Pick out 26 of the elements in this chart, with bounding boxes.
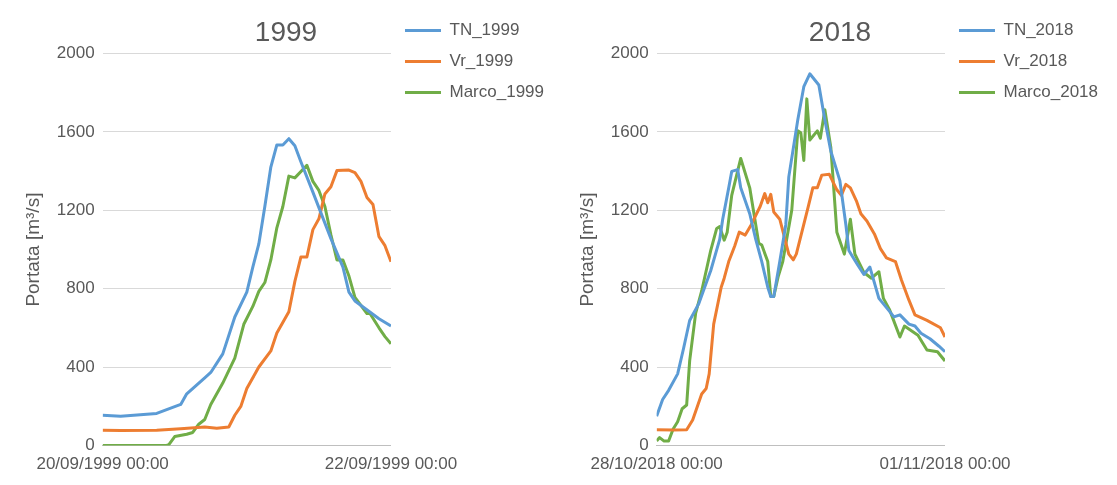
y-tick-label: 2000 (56, 43, 95, 63)
legend-label: TN_2018 (1003, 20, 1074, 40)
y-tick-label: 800 (620, 278, 649, 298)
y-axis-title: Portata [m³/s] (21, 192, 43, 307)
y-tick-label: 800 (66, 278, 95, 298)
y-tick-label: 1600 (56, 121, 95, 141)
chart-title: 1999 (254, 15, 318, 47)
y-tick-label: 1200 (56, 200, 95, 220)
x-tick-label: 28/10/2018 00:00 (590, 454, 723, 474)
legend-label: Vr_1999 (449, 51, 514, 71)
chart-title: 2018 (808, 15, 872, 47)
y-tick-label: 400 (620, 356, 649, 376)
y-tick-label: 0 (639, 435, 649, 455)
legend-label: Marco_1999 (449, 82, 545, 102)
legend-label: Vr_2018 (1003, 51, 1068, 71)
x-tick-label: 22/09/1999 00:00 (324, 454, 458, 474)
legend-label: TN_1999 (449, 20, 520, 40)
legend-label: Marco_2018 (1003, 82, 1099, 102)
y-axis-title: Portata [m³/s] (575, 192, 597, 307)
y-tick-label: 400 (66, 356, 95, 376)
y-tick-label: 1600 (610, 121, 649, 141)
x-tick-label: 01/11/2018 00:00 (879, 454, 1011, 474)
y-tick-label: 1200 (610, 200, 649, 220)
x-tick-label: 20/09/1999 00:00 (36, 454, 169, 474)
y-tick-label: 2000 (610, 43, 649, 63)
y-tick-label: 0 (85, 435, 95, 455)
